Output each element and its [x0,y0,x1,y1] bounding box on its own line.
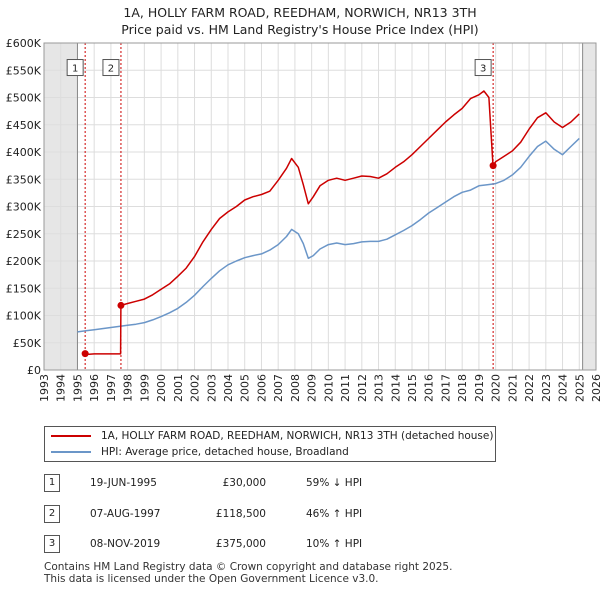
y-tick-label: £250K [6,228,42,241]
x-tick-label: 1996 [88,374,101,402]
y-tick-label: £300K [6,201,42,214]
transaction-hpi: 46% ↑ HPI [306,508,363,520]
chart-subtitle: Price paid vs. HM Land Registry's House … [121,22,479,37]
legend-label-hpi: HPI: Average price, detached house, Broa… [101,446,349,458]
legend: 1A, HOLLY FARM ROAD, REEDHAM, NORWICH, N… [44,426,496,462]
y-tick-label: £450K [6,119,42,132]
x-tick-label: 1995 [71,374,84,402]
x-tick-label: 2018 [456,374,469,402]
transaction-number: 3 [44,535,60,553]
x-tick-label: 1993 [38,374,51,402]
sale-marker-box [66,59,84,77]
x-tick-label: 2024 [557,374,570,402]
legend-label-property: 1A, HOLLY FARM ROAD, REEDHAM, NORWICH, N… [101,430,494,442]
x-tick-label: 2007 [272,374,285,402]
sale-marker-box [474,59,492,77]
x-tick-label: 1998 [122,374,135,402]
y-tick-label: £200K [6,255,42,268]
y-tick-label: £400K [6,146,42,159]
x-tick-label: 2003 [205,374,218,402]
plot-border [43,42,597,371]
price-chart: 1 2 3 £0 £50K £100K £150K £200K £250K £300K £350K £… [6,37,600,402]
y-tick-label: £600K [6,37,42,50]
x-tick-label: 2021 [506,374,519,402]
chart-title: 1A, HOLLY FARM ROAD, REEDHAM, NORWICH, N… [123,5,477,20]
legend-item-hpi: HPI: Average price, detached house, Broa… [51,444,349,460]
x-tick-label: 2019 [473,374,486,402]
x-tick-label: 2022 [523,374,536,402]
y-tick-label: £0 [27,364,41,377]
x-tick-label: 2009 [306,374,319,402]
y-tick-label: £150K [6,282,42,295]
transaction-price: £375,000 [215,538,266,550]
transaction-price: £30,000 [222,477,266,489]
x-tick-label: 2016 [423,374,436,402]
y-tick-label: £350K [6,173,42,186]
x-tick-label: 2023 [540,374,553,402]
sale-point [117,301,125,309]
transaction-date: 07-AUG-1997 [90,508,161,520]
sale-point [81,350,89,358]
y-tick-label: £100K [6,310,42,323]
transaction-hpi: 10% ↑ HPI [306,538,363,550]
transaction-date: 19-JUN-1995 [90,477,157,489]
sale-marker-label: 3 [480,64,486,75]
x-tick-label: 2012 [356,374,369,402]
series-line [77,137,580,333]
x-tick-label: 2011 [339,374,352,402]
x-tick-label: 2010 [322,374,335,402]
footer-licence: This data is licensed under the Open Gov… [44,573,379,585]
x-tick-label: 1997 [105,374,118,402]
transaction-price: £118,500 [215,508,266,520]
transaction-number: 2 [44,505,60,523]
x-tick-label: 2015 [406,374,419,402]
y-tick-label: £50K [13,337,42,350]
x-tick-label: 2025 [573,374,586,402]
x-tick-label: 2026 [590,374,600,402]
x-tick-label: 1999 [138,374,151,402]
x-tick-label: 2020 [490,374,503,402]
x-tick-label: 1994 [55,374,68,402]
legend-item-property: 1A, HOLLY FARM ROAD, REEDHAM, NORWICH, N… [51,428,493,444]
x-tick-label: 2005 [239,374,252,402]
x-tick-label: 2008 [289,374,302,402]
x-tick-label: 2004 [222,374,235,402]
x-tick-label: 2001 [172,374,185,402]
y-tick-label: £550K [6,64,42,77]
x-tick-label: 2002 [189,374,202,402]
x-tick-label: 2014 [389,374,402,402]
footer-copyright: Contains HM Land Registry data © Crown c… [44,561,453,573]
x-tick-label: 2017 [439,374,452,402]
transaction-hpi: 59% ↓ HPI [306,477,363,489]
y-tick-label: £500K [6,92,42,105]
legend-swatch-hpi [51,451,91,453]
transaction-date: 08-NOV-2019 [90,538,161,550]
transaction-number: 1 [44,474,60,492]
x-tick-label: 2000 [155,374,168,402]
legend-swatch-property [51,435,91,437]
sale-marker-label: 2 [108,64,114,75]
sale-marker-label: 1 [72,64,78,75]
x-tick-label: 2013 [373,374,386,402]
x-tick-label: 2006 [255,374,268,402]
sale-point [489,162,497,170]
sale-marker-box [102,59,120,77]
